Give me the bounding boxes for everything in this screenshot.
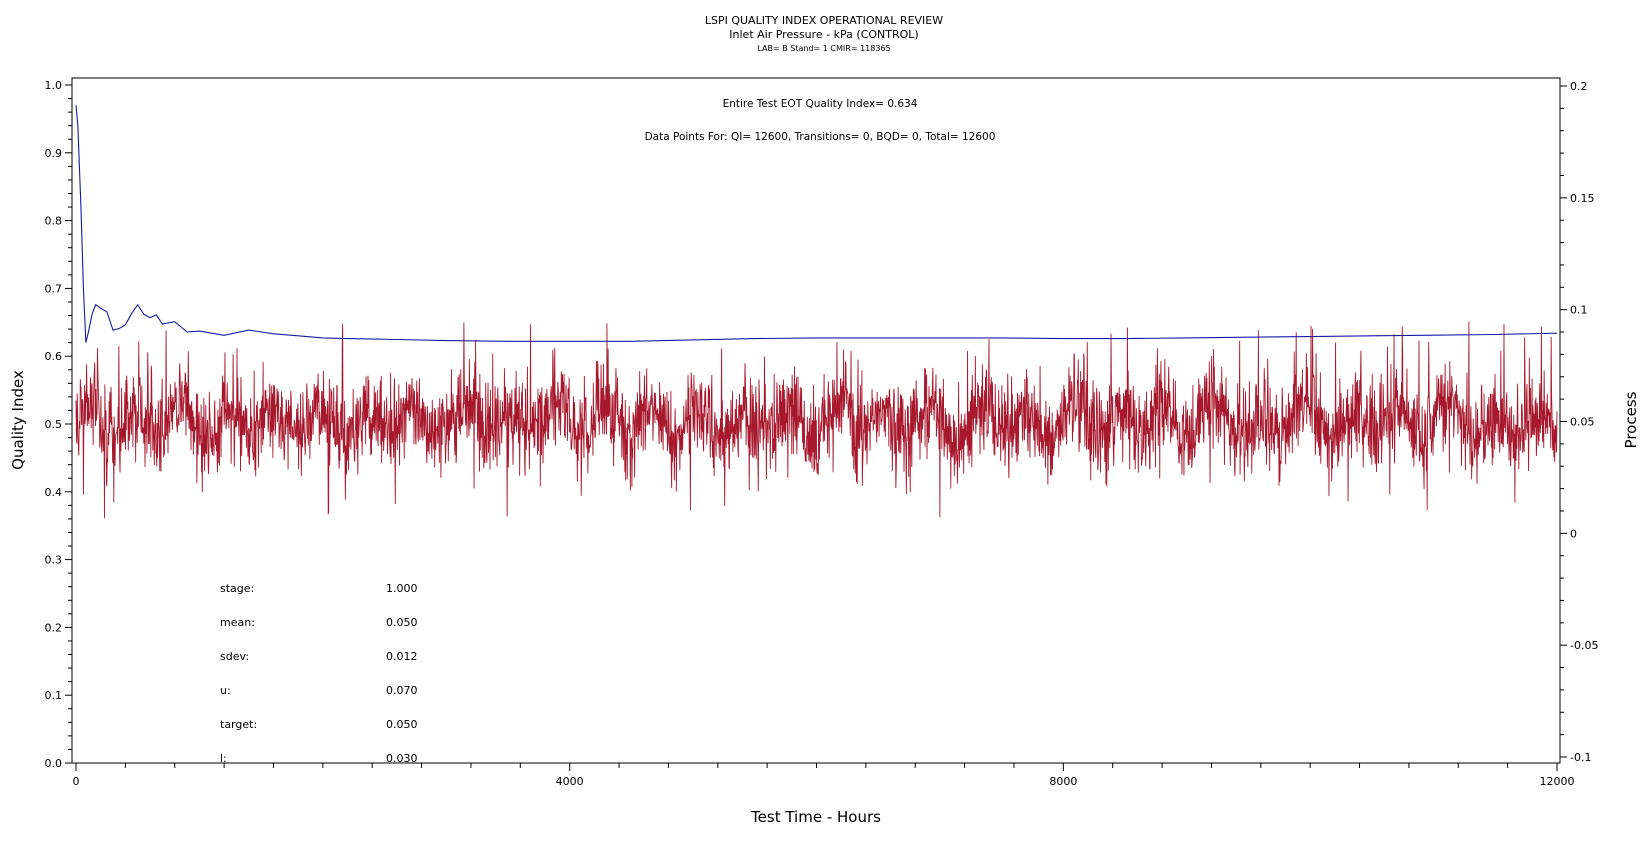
chart-title: LSPI QUALITY INDEX OPERATIONAL REVIEW [705, 14, 943, 27]
x-tick-label: 12000 [1540, 775, 1575, 788]
stat-value-target: 0.050 [386, 718, 418, 731]
y-left-tick-label: 0.8 [45, 215, 63, 228]
y-right-tick-label: 0 [1570, 527, 1577, 540]
chart-subtitle: Inlet Air Pressure - kPa (CONTROL) [729, 28, 918, 41]
x-tick-label: 0 [73, 775, 80, 788]
plot-area [75, 105, 1558, 519]
stat-value-mean: 0.050 [386, 616, 418, 629]
stat-value-l: 0.030 [386, 752, 418, 765]
y-left-tick-label: 0.9 [45, 147, 63, 160]
x-axis-label: Test Time - Hours [750, 808, 881, 826]
quality-index-series-line [75, 105, 1558, 343]
stat-value-stage: 1.000 [386, 582, 418, 595]
data-points-annotation: Data Points For: QI= 12600, Transitions=… [645, 131, 996, 143]
y-right-tick-label: 0.1 [1570, 304, 1588, 317]
chart-caption: LAB= B Stand= 1 CMIR= 118365 [757, 44, 890, 53]
stat-label-l: l: [220, 752, 227, 765]
y-left-tick-label: 0.5 [45, 418, 63, 431]
y-left-tick-label: 0.0 [45, 757, 63, 770]
stat-label-mean: mean: [220, 616, 255, 629]
x-tick-label: 4000 [556, 775, 584, 788]
y-axis-right-label: Process [1622, 391, 1640, 448]
y-right-tick-label: 0.05 [1570, 416, 1595, 429]
y-left-tick-label: 0.4 [45, 486, 63, 499]
stat-label-target: target: [220, 718, 257, 731]
y-left-tick-label: 0.7 [45, 282, 63, 295]
y-axis-left: 0.0 0.1 0.2 0.3 0.4 0.5 0.6 0.7 0.8 0.9 1.0 [45, 79, 72, 770]
process-series-line [75, 321, 1558, 519]
y-left-tick-label: 0.2 [45, 621, 63, 634]
eot-quality-index-annotation: Entire Test EOT Quality Index= 0.634 [723, 98, 918, 110]
x-tick-label: 8000 [1049, 775, 1077, 788]
y-left-tick-label: 0.1 [45, 689, 63, 702]
stat-label-stage: stage: [220, 582, 254, 595]
y-right-tick-label: 0.2 [1570, 80, 1588, 93]
y-axis-right: -0.1 -0.05 0 0.05 0.1 0.15 0.2 [1560, 80, 1598, 764]
y-left-tick-label: 1.0 [45, 79, 63, 92]
stats-table: stage: 1.000 mean: 0.050 sdev: 0.012 u: … [220, 582, 418, 765]
x-axis: 0 4000 8000 12000 [73, 763, 1575, 788]
stat-label-u: u: [220, 684, 231, 697]
y-axis-left-label: Quality Index [9, 370, 27, 470]
y-left-tick-label: 0.3 [45, 554, 63, 567]
stat-value-u: 0.070 [386, 684, 418, 697]
y-right-tick-label: 0.15 [1570, 192, 1595, 205]
y-right-tick-label: -0.05 [1570, 639, 1598, 652]
y-left-tick-label: 0.6 [45, 350, 63, 363]
stat-label-sdev: sdev: [220, 650, 249, 663]
y-right-tick-label: -0.1 [1570, 751, 1591, 764]
stat-value-sdev: 0.012 [386, 650, 418, 663]
